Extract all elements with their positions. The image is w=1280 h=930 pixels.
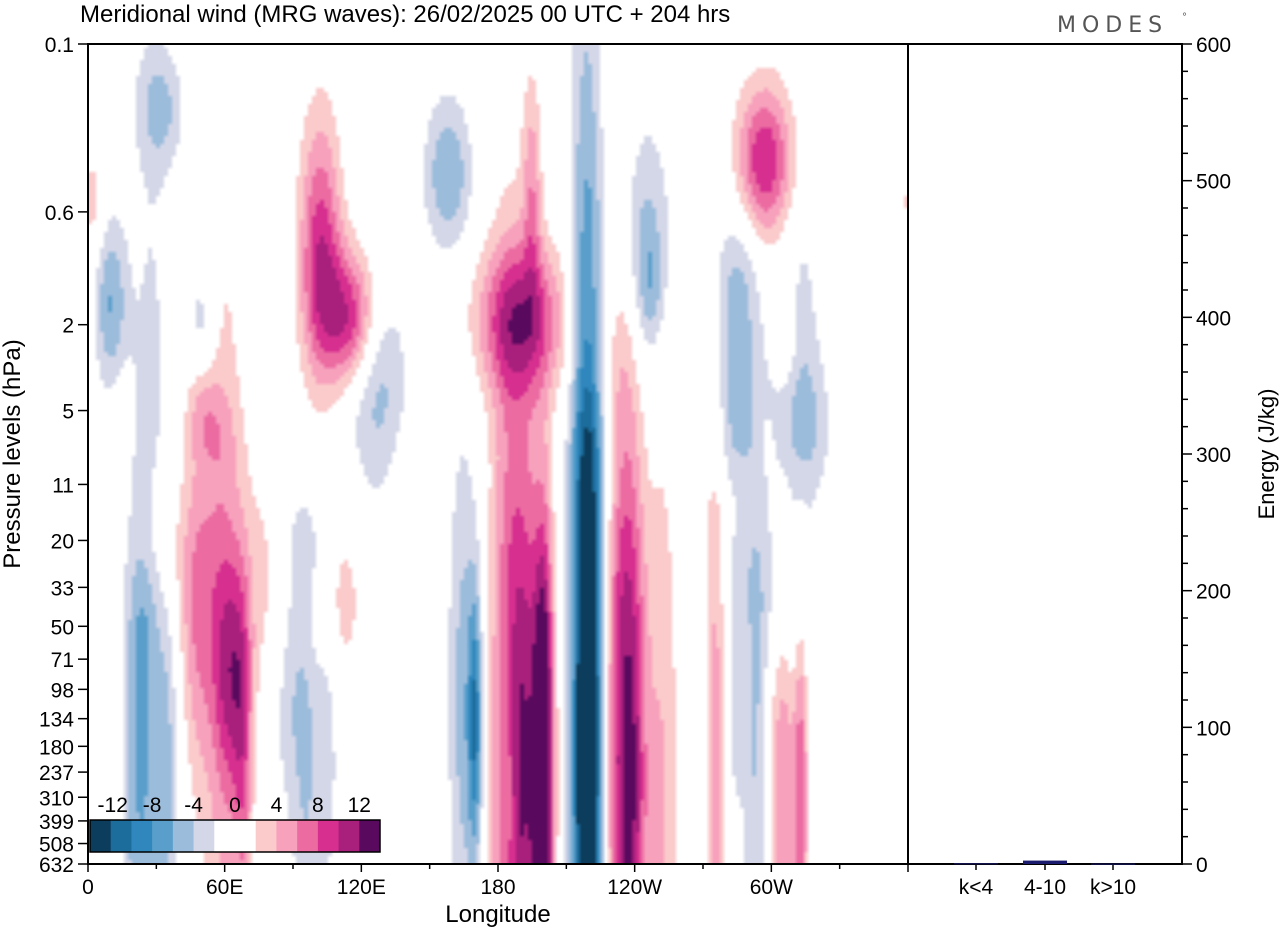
colorbar-label: -8 (143, 794, 162, 817)
colorbar-swatch (172, 820, 195, 852)
y-tick-label: 50 (51, 616, 74, 639)
x-tick-label: 120E (337, 876, 386, 899)
energy-tick-label: 400 (1196, 307, 1231, 330)
energy-panel-frame (907, 43, 1183, 865)
chart-title: Meridional wind (MRG waves): 26/02/2025 … (80, 1, 730, 28)
y-tick-label: 310 (39, 787, 74, 810)
colorbar-swatch (152, 820, 174, 852)
x-tick-label: 60W (750, 876, 793, 899)
colorbar-label: 12 (348, 794, 371, 817)
y-tick-label: 33 (51, 577, 74, 600)
colorbar-swatch (214, 820, 236, 852)
y-tick-label: 632 (39, 854, 74, 877)
energy-category-label: 4-10 (1024, 876, 1066, 899)
y-tick-label: 180 (39, 736, 74, 759)
y-tick-label: 0.1 (45, 34, 74, 57)
energy-bar (954, 863, 998, 865)
colorbar-swatch (297, 820, 319, 852)
colorbar-swatch (255, 820, 277, 852)
x-tick-label: 0 (82, 876, 94, 899)
brand-mark: ° (1182, 12, 1193, 23)
y-tick-label: 20 (51, 530, 74, 553)
y-tick-label: 98 (51, 679, 74, 702)
y-axis-label: Pressure levels (hPa) (0, 339, 26, 568)
colorbar-swatch (276, 820, 298, 852)
brand-logo: MODES (1057, 13, 1168, 38)
y-tick-label: 5 (62, 401, 74, 424)
y-tick-label: 134 (39, 709, 74, 732)
y-tick-label: 508 (39, 834, 74, 857)
heatmap-field (88, 44, 908, 864)
colorbar-swatch (235, 820, 257, 852)
colorbar-label: -12 (98, 794, 128, 817)
y-tick-label: 0.6 (45, 202, 74, 225)
colorbar-swatch (90, 820, 112, 852)
x-axis-label: Longitude (445, 901, 550, 928)
energy-tick-label: 500 (1196, 171, 1231, 194)
y-tick-label: 11 (52, 474, 74, 497)
energy-bar (1091, 863, 1135, 865)
colorbar-swatch (193, 820, 215, 852)
energy-tick-label: 200 (1196, 581, 1231, 604)
energy-tick-label: 300 (1196, 444, 1231, 467)
energy-bar (1023, 860, 1067, 864)
energy-category-label: k<4 (959, 876, 994, 899)
colorbar-swatch (317, 820, 340, 852)
colorbar-swatch (131, 820, 153, 852)
heatmap-raster (88, 44, 908, 864)
colorbar-label: -4 (184, 794, 203, 817)
colorbar-label: 8 (312, 794, 324, 817)
x-tick-label: 60E (206, 876, 243, 899)
colorbar-swatch (359, 820, 381, 852)
energy-tick-label: 100 (1196, 717, 1231, 740)
colorbar-label: 4 (271, 794, 283, 817)
y-tick-label: 2 (62, 315, 74, 338)
colorbar-swatch (338, 820, 360, 852)
energy-axis-label: Energy (J/kg) (1254, 389, 1279, 520)
energy-tick-label: 0 (1196, 854, 1208, 877)
colorbar-frame (89, 819, 381, 853)
energy-bar-panel: 0 100 200 300 400 500 600 k<4 4-10 k>10 (907, 34, 1231, 899)
x-tick-label: 180 (480, 876, 515, 899)
energy-tick-label: 600 (1196, 34, 1231, 57)
colorbar: -12 -8 -4 0 4 8 12 (89, 794, 381, 853)
y-tick-label: 237 (39, 762, 74, 785)
energy-category-label: k>10 (1090, 876, 1136, 899)
y-tick-label: 71 (51, 649, 74, 672)
y-tick-label: 399 (39, 811, 74, 834)
colorbar-label: 0 (229, 794, 241, 817)
colorbar-swatch (110, 820, 132, 852)
x-tick-label: 120W (607, 876, 662, 899)
